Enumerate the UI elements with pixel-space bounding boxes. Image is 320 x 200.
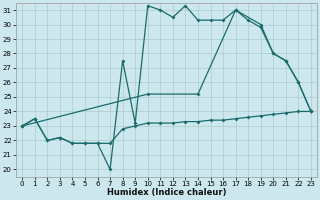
X-axis label: Humidex (Indice chaleur): Humidex (Indice chaleur) xyxy=(107,188,226,197)
